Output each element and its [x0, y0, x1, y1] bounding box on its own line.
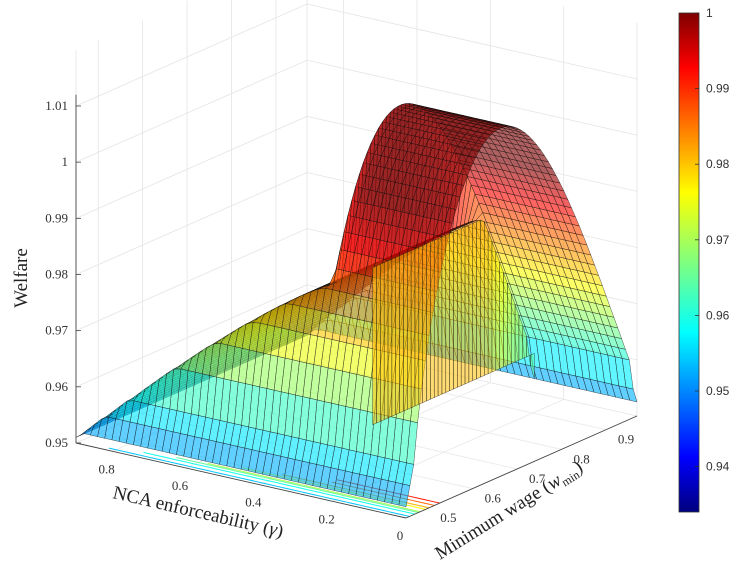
colorbar: 1 0.99 0.98 0.97 0.96 0.95 0.94 [678, 6, 730, 513]
x-axis-label: NCA enforceability (γ) [111, 482, 285, 542]
surface-curtain [457, 228, 462, 388]
contour-line [143, 451, 415, 515]
surface-curtain [453, 229, 458, 390]
contour-line [207, 462, 421, 513]
x-tick-label: 0.8 [99, 461, 115, 476]
colorbar-tick-label: 1 [706, 6, 713, 20]
surface-curtain [449, 231, 454, 392]
z-tick-label: 0.98 [45, 267, 68, 282]
surface-curtain [491, 241, 497, 373]
surface-curtain [487, 231, 493, 375]
colorbar-tick-label: 0.99 [706, 82, 730, 96]
surface-curtain [384, 260, 389, 420]
x-tick-label: 0.4 [245, 495, 262, 510]
x-axis-line [75, 442, 407, 519]
x-tick-label: 0.6 [172, 478, 189, 493]
surface-curtain [380, 262, 385, 422]
surface-curtain [445, 233, 450, 393]
surface-curtain [387, 258, 393, 419]
y-tick-label: 0.6 [485, 491, 502, 506]
surface-curtain [472, 221, 477, 381]
surface-curtain [414, 246, 420, 407]
surface-curtain [422, 243, 427, 403]
surface-curtain [399, 253, 404, 414]
z-tick-label: 0.99 [45, 210, 68, 225]
surface-curtain [430, 240, 435, 400]
welfare-surface [75, 103, 638, 508]
surface-curtain [530, 353, 535, 379]
surface-curtain [507, 283, 512, 366]
surface-curtain [418, 245, 423, 405]
surface-curtain [434, 238, 439, 398]
contour-line [176, 457, 419, 513]
x-tick-label: 0.2 [319, 511, 335, 526]
surface-curtain [499, 262, 504, 369]
surface-patch [75, 429, 88, 438]
z-tick-label: 0.97 [45, 323, 68, 338]
surface-curtain [464, 224, 470, 385]
z-tick-label: 0.96 [45, 379, 68, 394]
surface-curtain [391, 257, 396, 417]
surface-curtain [410, 248, 416, 409]
x-tick-label: 0 [397, 528, 404, 543]
surface-curtain [403, 251, 408, 412]
surface-curtain [468, 223, 473, 383]
colorbar-tick-label: 0.95 [706, 384, 730, 398]
surface-curtain [480, 219, 485, 378]
colorbar-tick-label: 0.96 [706, 308, 730, 322]
contour-line [108, 447, 410, 517]
surface-curtain [503, 272, 508, 368]
z-axis-label: Welfare [11, 248, 32, 308]
z-tick-label: 0.95 [45, 435, 68, 450]
y-tick-label: 0.9 [618, 432, 634, 447]
colorbar-tick-label: 0.94 [706, 460, 730, 474]
surface-curtain [372, 265, 377, 426]
y-tick-label: 0.5 [440, 510, 456, 525]
surface-curtain [395, 255, 400, 415]
surface-curtain [437, 236, 443, 397]
surface-curtain [484, 221, 489, 376]
surface-curtain [441, 234, 446, 395]
y-tick-label: 0.7 [529, 471, 546, 486]
colorbar-tick-label: 0.98 [706, 157, 730, 171]
surface-curtain [426, 241, 431, 402]
tick-labels: 0.95 0.96 0.97 0.98 0.99 1 1.01 0.8 0.6 0.4 0.2 0 0.… [45, 98, 634, 543]
surface-curtain [461, 226, 466, 386]
surface-curtain [495, 251, 500, 371]
surface-curtain [407, 250, 412, 410]
y-tick-label: 0.8 [573, 451, 589, 466]
surface-curtain [511, 293, 516, 364]
surface-curtain [476, 219, 481, 380]
axes-box [75, 94, 638, 519]
z-tick-label: 1.01 [45, 98, 68, 113]
colorbar-tick-label: 0.97 [706, 233, 730, 247]
surface-curtain [514, 304, 520, 363]
colorbar-gradient [678, 12, 700, 513]
z-tick-label: 1 [62, 154, 69, 169]
y-axis-line [405, 415, 638, 519]
surface-curtain [376, 263, 381, 424]
colorbar-ticks: 1 0.99 0.98 0.97 0.96 0.95 0.94 [695, 6, 730, 474]
